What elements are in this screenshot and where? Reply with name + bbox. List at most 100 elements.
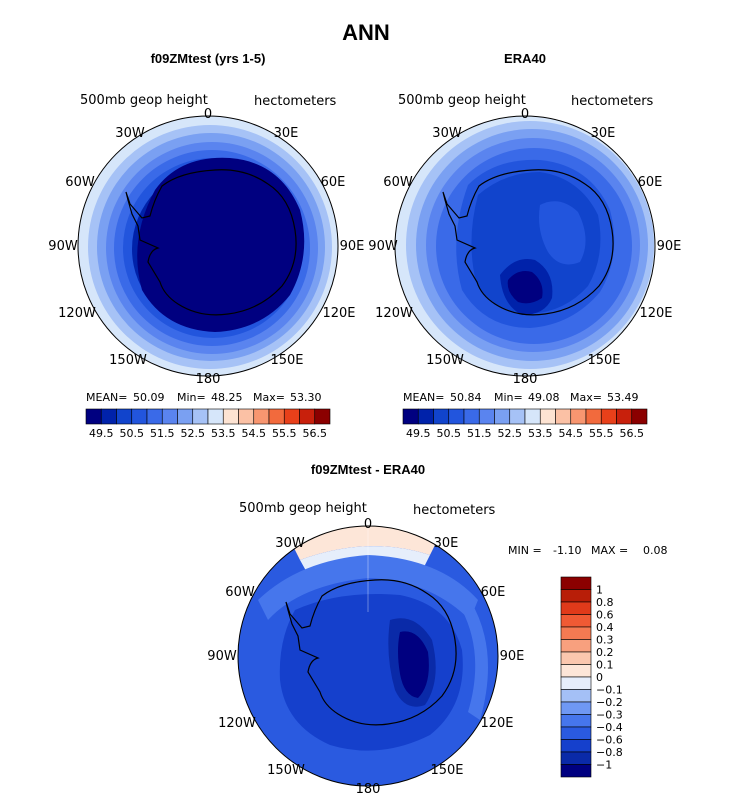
mean-label: MEAN= [86,391,127,404]
units-label: hectometers [254,94,337,109]
colorbar-tick-label: 53.5 [528,427,553,440]
colorbar-tick-label: 54.5 [559,427,584,440]
lon-label-120e: 120E [480,716,513,731]
lon-label-90e: 90E [340,239,365,254]
colorbar-swatch [299,408,316,425]
lon-label-120w: 120W [375,306,413,321]
colorbar-tick-label: 52.5 [181,427,206,440]
colorbar-swatch [560,639,592,653]
lon-label-150w: 150W [426,353,464,368]
max-label: Max= [253,391,285,404]
mean-value: 50.09 [133,391,165,404]
lon-label-60w: 60W [225,585,255,600]
lon-label-30w: 30W [115,126,145,141]
colorbar-tick-label: 53.5 [211,427,236,440]
colorbar-tick-label: 51.5 [150,427,175,440]
max-label: Max= [570,391,602,404]
lon-label-180: 180 [356,782,381,797]
lon-label-0: 0 [521,107,529,122]
stats-line: MEAN= 50.09 Min= 48.25 Max= 53.30 [86,391,322,404]
colorbar-tick-label: 54.5 [242,427,267,440]
min-label: MIN = [508,544,542,557]
colorbar-tick-label: 0.4 [596,621,614,634]
units-label: hectometers [571,94,654,109]
lon-label-60e: 60E [638,175,663,190]
lon-label-120w: 120W [218,716,256,731]
field-label: 500mb geop height [80,93,208,108]
colorbar-swatch [494,408,511,425]
colorbar-swatch [253,408,270,425]
min-label: Min= [494,391,523,404]
lon-label-90w: 90W [48,239,78,254]
max-value: 53.30 [290,391,322,404]
lon-label-30w: 30W [275,536,305,551]
colorbar: 49.5 50.5 51.5 52.5 53.5 54.5 55.5 56.5 [402,408,648,440]
colorbar-swatch [600,408,617,425]
lon-label-180: 180 [513,372,538,387]
colorbar-tick-label: 49.5 [89,427,114,440]
lon-label-120e: 120E [639,306,672,321]
colorbar-tick-label: 0.2 [596,646,614,659]
colorbar-swatch [238,408,255,425]
lon-label-30e: 30E [274,126,299,141]
colorbar-swatch [560,739,592,753]
colorbar-swatch [146,408,163,425]
colorbar-tick-label: −0.3 [596,709,623,722]
panel-difference: f09ZMtest - ERA40 500mb geop height hect… [207,462,667,797]
colorbar-swatch [131,408,148,425]
panel-title: f09ZMtest - ERA40 [311,462,425,477]
colorbar-swatch [402,408,419,425]
lon-label-120w: 120W [58,306,96,321]
lon-label-60e: 60E [321,175,346,190]
lon-label-90e: 90E [657,239,682,254]
colorbar-swatch [555,408,572,425]
colorbar-swatch [207,408,224,425]
min-value: -1.10 [553,544,581,557]
lon-label-30e: 30E [434,536,459,551]
lon-label-0: 0 [364,517,372,532]
antarctica-coastline [125,169,297,316]
colorbar-swatch [616,408,633,425]
map-fill [395,116,655,376]
lon-label-90e: 90E [500,649,525,664]
colorbar-swatch [560,764,592,778]
colorbar-swatch [585,408,602,425]
colorbar-swatch [560,664,592,678]
colorbar-swatch [560,601,592,615]
colorbar-tick-label: 49.5 [406,427,431,440]
colorbar-swatch [560,589,592,603]
colorbar-tick-label: 0.8 [596,596,614,609]
colorbar-swatch [539,408,556,425]
colorbar-swatch [463,408,480,425]
colorbar-swatch [560,701,592,715]
colorbar-swatch [570,408,587,425]
map-fill [238,526,498,786]
max-value: 53.49 [607,391,639,404]
min-value: 49.08 [528,391,560,404]
mean-label: MEAN= [403,391,444,404]
colorbar-tick-label: 50.5 [437,427,462,440]
field-label: 500mb geop height [398,93,526,108]
colorbar-swatch [314,408,331,425]
colorbar-swatch [560,726,592,740]
mean-value: 50.84 [450,391,482,404]
colorbar-tick-label: 51.5 [467,427,492,440]
colorbar-swatch [560,576,592,590]
colorbar-swatch [560,714,592,728]
colorbar-swatch [448,408,465,425]
colorbar-tick-label: 0.6 [596,609,614,622]
colorbar-swatch [560,614,592,628]
colorbar-swatch [509,408,526,425]
figure-title: ANN [342,20,390,45]
lon-label-30w: 30W [432,126,462,141]
colorbar-tick-label: 56.5 [620,427,645,440]
max-label: MAX = [591,544,628,557]
lon-label-60w: 60W [65,175,95,190]
colorbar-tick-label: −0.2 [596,696,623,709]
colorbar-tick-label: 55.5 [589,427,614,440]
colorbar-tick-label: 0 [596,671,603,684]
colorbar-tick-label: 0.1 [596,659,614,672]
colorbar-swatch [100,408,117,425]
map-border [237,525,499,787]
